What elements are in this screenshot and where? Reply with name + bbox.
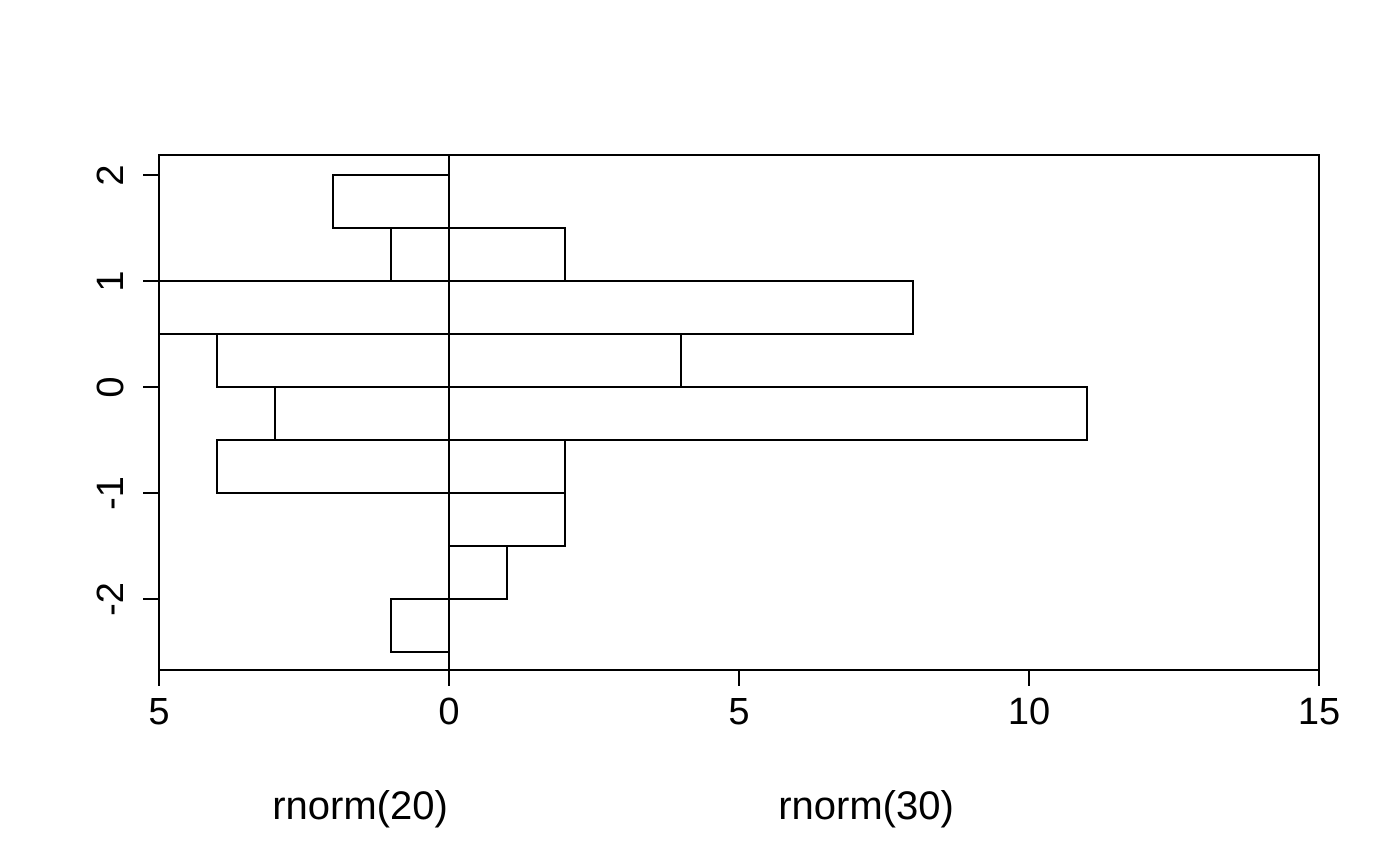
left-histogram-bar <box>274 386 450 441</box>
left-histogram-bar <box>216 439 450 494</box>
x-tick-label: 15 <box>1297 691 1341 733</box>
left-histogram-bar <box>390 598 450 653</box>
left-histogram-bar <box>332 174 450 229</box>
right-histogram-bar <box>448 492 566 547</box>
x-axis-title-left: rnorm(20) <box>272 784 448 828</box>
x-tick-label: 10 <box>1007 691 1051 733</box>
y-tick-label: 1 <box>90 270 132 292</box>
right-histogram-bar <box>448 227 566 282</box>
x-tick-label: 5 <box>728 691 750 733</box>
right-histogram-bar <box>448 545 508 600</box>
y-tick-label: -1 <box>90 476 132 510</box>
right-histogram-bar <box>448 386 1088 441</box>
x-tick-label: 0 <box>438 691 460 733</box>
right-histogram-bar <box>448 280 914 335</box>
right-histogram-bar <box>448 439 566 494</box>
left-histogram-bar <box>390 227 450 282</box>
left-histogram-bar <box>216 333 450 388</box>
x-axis-title-right: rnorm(30) <box>778 784 954 828</box>
y-tick-label: 0 <box>90 376 132 398</box>
left-histogram-bar <box>158 280 450 335</box>
x-tick-label: 5 <box>148 691 170 733</box>
y-tick-label: -2 <box>90 582 132 616</box>
y-tick-label: 2 <box>90 164 132 186</box>
right-histogram-bar <box>448 333 682 388</box>
